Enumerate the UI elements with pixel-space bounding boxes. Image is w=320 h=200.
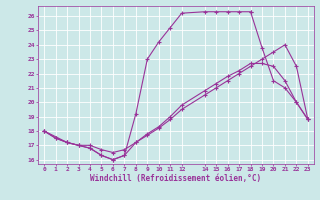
X-axis label: Windchill (Refroidissement éolien,°C): Windchill (Refroidissement éolien,°C) xyxy=(91,174,261,183)
